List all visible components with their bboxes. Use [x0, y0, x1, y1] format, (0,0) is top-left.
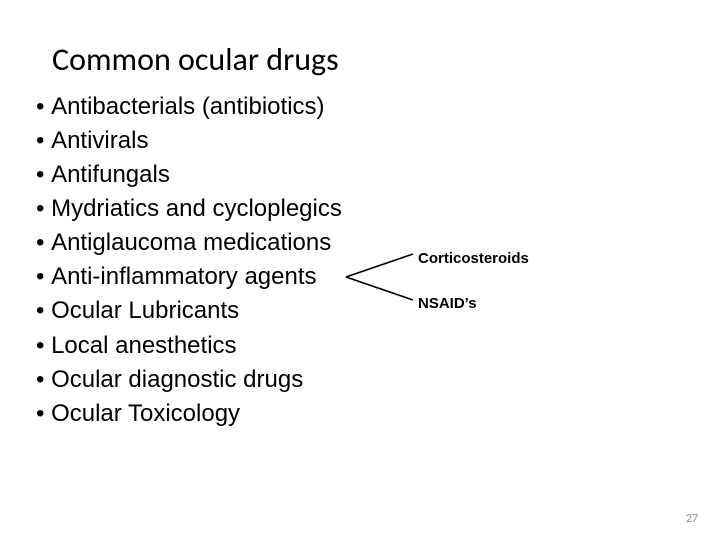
sublabel-corticosteroids: Corticosteroids	[418, 250, 529, 267]
list-item: Antivirals	[36, 124, 342, 158]
page-number: 27	[686, 512, 698, 526]
list-item: Local anesthetics	[36, 329, 342, 363]
branch-upper-line	[346, 254, 413, 277]
list-item: Ocular Lubricants	[36, 294, 342, 328]
list-item: Antiglaucoma medications	[36, 226, 342, 260]
list-item: Ocular diagnostic drugs	[36, 363, 342, 397]
list-item: Ocular Toxicology	[36, 397, 342, 431]
sublabel-nsaids: NSAID’s	[418, 295, 477, 312]
list-item: Anti-inflammatory agents	[36, 260, 342, 294]
branch-lower-line	[346, 277, 413, 300]
list-item: Mydriatics and cycloplegics	[36, 192, 342, 226]
list-item: Antifungals	[36, 158, 342, 192]
list-item: Antibacterials (antibiotics)	[36, 90, 342, 124]
bullet-list: Antibacterials (antibiotics) Antivirals …	[36, 90, 342, 431]
slide-title: Common ocular drugs	[52, 40, 339, 79]
